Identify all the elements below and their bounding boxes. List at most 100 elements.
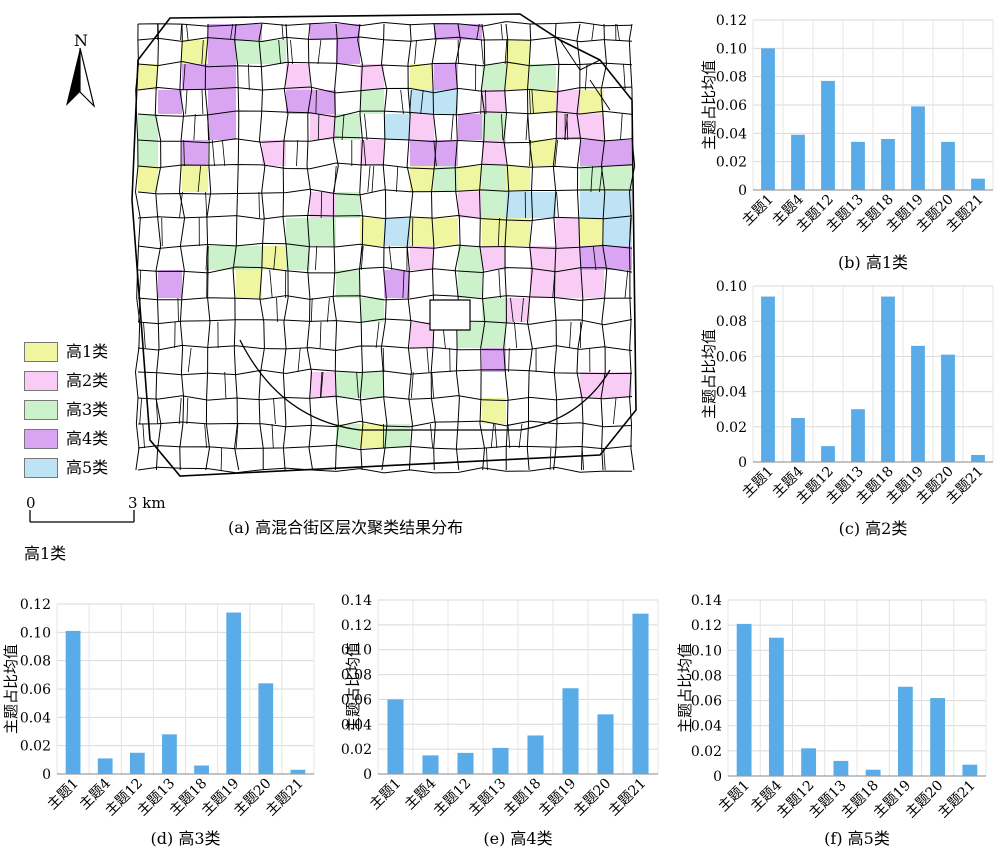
y-tick-label: 0.06 xyxy=(691,694,722,710)
y-tick-label: 0.06 xyxy=(716,349,747,365)
bar xyxy=(258,683,274,774)
bar-chart-d: 00.020.040.060.080.100.12主题1主题4主题12主题13主… xyxy=(2,597,315,848)
y-tick-label: 0.02 xyxy=(691,744,722,760)
y-axis-label: 主题占比均值 xyxy=(2,644,20,734)
y-tick-label: 0.04 xyxy=(341,717,372,733)
bar xyxy=(562,688,579,774)
chart-caption: (f) 高5类 xyxy=(824,829,890,848)
north-label: N xyxy=(74,31,88,50)
y-tick-label: 0.12 xyxy=(691,618,722,634)
x-tick-label: 主题20 xyxy=(571,776,615,820)
y-tick-label: 0.06 xyxy=(20,682,51,698)
legend-label: 高2类 xyxy=(66,371,109,390)
x-tick-label: 主题21 xyxy=(606,776,650,820)
y-tick-label: 0.04 xyxy=(691,719,722,735)
y-tick-label: 0.10 xyxy=(20,625,51,641)
y-tick-label: 0.08 xyxy=(716,70,747,86)
bar xyxy=(736,623,752,776)
bar xyxy=(941,354,955,462)
y-axis-label: 主题占比均值 xyxy=(700,329,718,419)
legend-item: 高1类 xyxy=(24,340,164,366)
legend-item: 高2类 xyxy=(24,369,164,395)
bar xyxy=(97,758,113,774)
map-outline xyxy=(131,13,637,477)
bar xyxy=(851,141,865,190)
y-tick-label: 0.04 xyxy=(20,710,51,726)
y-tick-label: 0 xyxy=(713,769,722,785)
x-tick-label: 主题13 xyxy=(466,776,510,820)
scale-bar xyxy=(29,510,135,523)
legend-swatch xyxy=(24,342,58,362)
bar-chart-e: 00.020.040.060.080.100.120.14主题1主题4主题12主… xyxy=(341,593,659,848)
bar xyxy=(290,769,306,774)
bar xyxy=(761,296,775,462)
bar xyxy=(962,764,978,776)
bar xyxy=(971,454,985,462)
bar xyxy=(457,752,474,774)
bar xyxy=(162,734,177,774)
bar xyxy=(801,748,817,776)
y-tick-label: 0.02 xyxy=(716,155,747,171)
bar xyxy=(821,80,835,190)
y-tick-label: 0 xyxy=(738,455,747,471)
bar xyxy=(194,765,209,774)
chart-caption: (b) 高1类 xyxy=(838,253,908,272)
chart-caption: (d) 高3类 xyxy=(151,829,221,848)
map-roads xyxy=(134,21,636,474)
y-tick-label: 0.04 xyxy=(716,126,747,142)
y-tick-label: 0.12 xyxy=(716,13,747,29)
map-blocks xyxy=(138,24,632,448)
bar xyxy=(833,760,849,776)
y-tick-label: 0.06 xyxy=(716,98,747,114)
y-tick-label: 0 xyxy=(42,767,51,783)
y-tick-label: 0.08 xyxy=(691,668,722,684)
legend-label: 高1类 xyxy=(66,342,109,361)
bar xyxy=(597,714,614,774)
bar xyxy=(768,637,784,776)
y-tick-label: 0.12 xyxy=(341,618,372,634)
bar xyxy=(911,345,925,462)
y-tick-label: 0.02 xyxy=(341,742,372,758)
bar xyxy=(941,141,955,190)
bar xyxy=(881,139,895,190)
legend-item: 高4类 xyxy=(24,427,164,453)
bar xyxy=(930,698,946,776)
bar xyxy=(911,106,925,190)
legend-swatch xyxy=(24,400,58,420)
legend-label: 高5类 xyxy=(66,458,109,477)
x-tick-label: 主题19 xyxy=(536,776,580,820)
y-tick-label: 0.08 xyxy=(716,314,747,330)
y-tick-label: 0.14 xyxy=(691,593,722,609)
y-tick-label: 0.12 xyxy=(20,597,51,613)
y-axis-label: 主题占比均值 xyxy=(676,643,694,733)
chart-caption: (e) 高4类 xyxy=(483,829,552,848)
north-arrow-icon xyxy=(66,47,96,108)
y-tick-label: 0.14 xyxy=(341,593,372,609)
bar xyxy=(632,613,649,774)
bar xyxy=(851,409,865,462)
stray-label: 高1类 xyxy=(24,544,67,563)
bar xyxy=(761,48,775,191)
bar xyxy=(971,178,985,190)
y-tick-label: 0.06 xyxy=(341,692,372,708)
bar xyxy=(129,752,145,774)
bar-chart-f: 00.020.040.060.080.100.120.14主题1主题4主题12主… xyxy=(676,593,987,848)
y-tick-label: 0.02 xyxy=(716,420,747,436)
y-tick-label: 0 xyxy=(363,767,372,783)
legend-item: 高5类 xyxy=(24,456,164,482)
bar xyxy=(387,699,404,774)
bar-chart-b: 00.020.040.060.080.100.12主题1主题4主题12主题13主… xyxy=(700,13,994,272)
y-tick-label: 0.04 xyxy=(716,385,747,401)
y-tick-label: 0.10 xyxy=(341,643,372,659)
bar xyxy=(226,612,242,774)
y-tick-label: 0.08 xyxy=(341,668,372,684)
legend-item: 高3类 xyxy=(24,398,164,424)
scale-distance: 3 km xyxy=(128,494,166,512)
y-tick-label: 0.02 xyxy=(20,739,51,755)
legend-swatch xyxy=(24,429,58,449)
legend-swatch xyxy=(24,458,58,478)
y-axis-label: 主题占比均值 xyxy=(344,642,362,732)
x-tick-label: 主题12 xyxy=(431,776,475,820)
y-tick-label: 0.08 xyxy=(20,654,51,670)
y-tick-label: 0 xyxy=(738,183,747,199)
